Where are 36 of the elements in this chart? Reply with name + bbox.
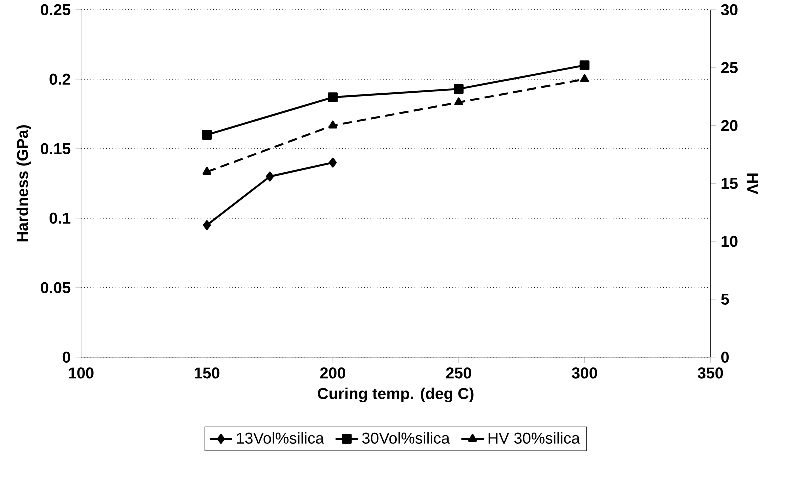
- point: [329, 158, 337, 168]
- point: [202, 167, 212, 176]
- y-tick-label: 0.1: [50, 213, 71, 224]
- point: [266, 172, 274, 182]
- x-tick-label: 250: [446, 368, 472, 380]
- y-tick-label: 0: [62, 352, 70, 364]
- point: [328, 121, 338, 129]
- point: [454, 84, 464, 94]
- point: [328, 92, 338, 103]
- point: [454, 98, 464, 106]
- x-axis-title: Curing temp. (deg C): [318, 388, 474, 403]
- point: [202, 130, 212, 140]
- x-tick-label: 350: [698, 368, 724, 380]
- y-tick-label: 0.2: [50, 74, 70, 86]
- x-tick-label: 200: [320, 368, 346, 380]
- legend-label: HV 30%silica: [488, 432, 580, 444]
- y2-tick-label: 0: [722, 352, 729, 364]
- legend-label: 13Vol%silica: [237, 432, 324, 444]
- point: [580, 74, 590, 83]
- y2-tick-label: 5: [721, 294, 730, 306]
- point: [203, 220, 212, 231]
- y2-tick-label: 15: [722, 178, 738, 190]
- x-tick-label: 300: [572, 368, 598, 380]
- y2-tick-label: 10: [722, 236, 738, 248]
- x-tick-label: 150: [195, 368, 220, 380]
- x-tick-label: 100: [69, 368, 94, 380]
- legend-label: 30Vol%silica: [362, 432, 450, 444]
- y2-tick-label: 30: [721, 4, 738, 16]
- y-axis-title: Hardness (GPa): [16, 126, 32, 242]
- point: [580, 60, 590, 71]
- y-tick-label: 0.25: [41, 4, 71, 16]
- y-tick-label: 0.15: [41, 144, 71, 155]
- y-tick-label: 0.05: [41, 282, 71, 294]
- y2-axis-title: HV: [747, 174, 758, 195]
- y2-tick-label: 25: [721, 62, 738, 74]
- y2-tick-label: 20: [721, 120, 738, 132]
